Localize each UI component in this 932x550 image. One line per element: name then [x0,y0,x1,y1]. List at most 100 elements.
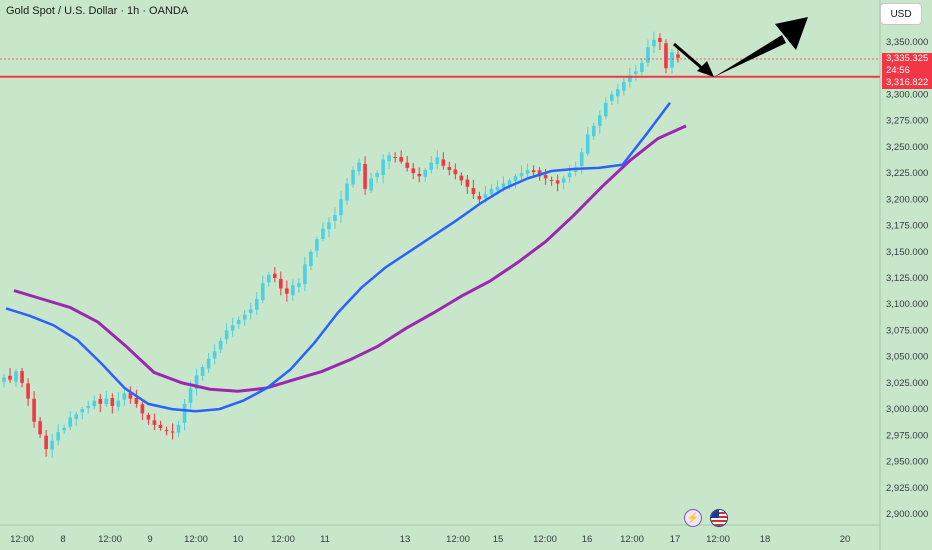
time-tick-label: 17 [670,534,681,545]
candle-body [537,170,542,177]
candle-body [273,273,277,278]
candle-body [104,398,109,405]
candle-body [567,173,572,178]
candle-body [459,175,464,181]
candle-body [513,176,518,181]
candle-body [579,152,584,167]
slow-moving-average-line [13,124,687,393]
candle-body [375,173,379,178]
us-flag-icon[interactable] [710,509,728,527]
current-price-value: 3,335.325 [886,53,929,64]
candle-body [212,351,217,359]
candle-body [2,377,6,382]
candle-body [405,162,409,168]
candle-body [555,180,560,184]
time-tick-label: 16 [582,534,593,545]
candle-body [658,38,662,42]
us-flag-graphic [711,510,727,526]
time-tick-label: 18 [760,534,771,545]
candle-body [339,199,343,216]
candle-body [68,417,72,427]
price-tick-label: 3,200.000 [886,194,928,205]
candle-body [170,431,175,433]
candle-body [254,298,259,310]
candle-body [670,52,674,68]
candle-body [315,239,319,251]
candle-body [597,115,602,126]
horizontal-line-price-tag: 3,316.822 [882,77,932,89]
candle-body [14,371,18,382]
candle-body [44,435,48,449]
candle-body [285,288,289,294]
candle-body [622,81,626,91]
candle-body [50,440,54,450]
candle-body [279,278,283,289]
time-tick-label: 9 [147,534,152,545]
candle-body [471,188,476,195]
price-tick-label: 3,250.000 [886,142,928,153]
time-tick-label: 20 [840,534,851,545]
candle-body [616,89,620,97]
time-tick-label: 11 [320,534,330,545]
candle-body [591,125,596,137]
candle-body [489,188,494,195]
candle-body [206,358,211,369]
current-price-tag: 3,335.325 24:56 [882,53,932,77]
down-arrowhead-icon [697,61,714,77]
candle-body [417,173,422,177]
price-tick-label: 3,100.000 [886,299,928,310]
candle-body [357,162,361,172]
candle-body [525,169,530,174]
candle-body [32,398,36,422]
price-tick-label: 3,225.000 [886,168,928,179]
candle-body [603,102,608,117]
candle-body [291,285,295,296]
lightning-icon[interactable]: ⚡ [684,509,702,527]
price-tick-label: 2,950.000 [886,457,928,468]
candle-body [152,420,157,425]
candle-body [441,159,446,166]
down-arrow-line [673,42,704,71]
candle-body [345,183,349,201]
candle-body [230,325,235,331]
candle-body [266,274,271,283]
time-tick-label: 12:00 [10,534,34,545]
currency-button[interactable]: USD [880,3,922,25]
candle-body [646,47,650,63]
candle-body [20,371,24,383]
candle-body [134,397,139,404]
candle-body [158,424,163,428]
candle-body [351,169,355,185]
time-tick-label: 12:00 [184,534,208,545]
candle-body [411,168,416,174]
candle-body [146,414,151,420]
candle-body [297,283,301,287]
candle-body [56,432,60,441]
projection-arrows[interactable] [673,17,808,77]
candle-body [176,424,181,433]
time-axis-labels: 12:00 8 12:00 9 12:00 10 12:00 11 13 12:00 15 12:00… [10,534,850,545]
up-arrow-body [714,35,786,77]
candle-body [387,155,391,162]
candle-body [248,309,253,313]
price-tick-label: 3,350.000 [886,37,928,48]
candle-body [501,183,506,188]
candle-body [98,398,103,404]
candle-body [140,404,145,414]
candle-body [309,251,313,266]
price-tick-label: 2,925.000 [886,483,928,494]
candle-body [116,400,121,407]
candle-body [92,400,97,407]
time-tick-label: 10 [233,534,244,545]
candle-body [333,215,337,221]
candle-body [507,180,512,186]
price-tick-label: 2,975.000 [886,430,928,441]
candle-body [453,169,458,175]
time-tick-label: 13 [400,534,411,545]
price-tick-label: 3,150.000 [886,247,928,258]
time-tick-label: 8 [60,534,65,545]
candle-body [62,427,66,431]
